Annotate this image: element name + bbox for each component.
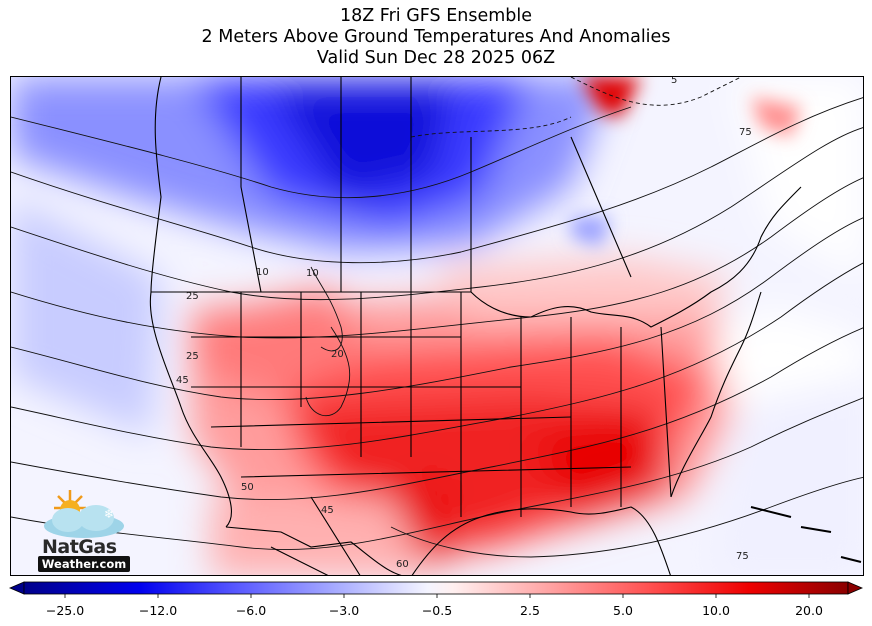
colorbar-tick-label: −25.0 (45, 603, 85, 618)
map-panel: 5 10 10 25 25 20 45 45 60 50 75 75 (10, 76, 864, 576)
logo-sub: Weather.com (38, 556, 130, 572)
contour-labels: 5 10 10 25 25 20 45 45 60 50 75 75 (176, 77, 752, 570)
colorbar-min-arrow (8, 581, 25, 595)
temperature-contours (11, 77, 863, 558)
colorbar-gradient (23, 581, 849, 595)
anomaly-field (11, 77, 863, 575)
sun-cloud-icon: ❄ (44, 490, 124, 538)
contour-label: 45 (321, 505, 334, 516)
contour-label: 10 (306, 268, 319, 279)
colorbar: −25.0 −12.0 −6.0 −3.0 −0.5 2.5 5.0 10.0 … (0, 578, 872, 626)
contour-label: 50 (241, 482, 254, 493)
logo-brand: NatGas (42, 536, 117, 558)
contour-label: 60 (396, 559, 409, 570)
contour-label: 45 (176, 375, 189, 386)
contour-label: 20 (331, 349, 344, 360)
contour-label: 25 (186, 351, 199, 362)
colorbar-tick-label: −12.0 (138, 603, 178, 618)
political-boundaries (149, 77, 862, 575)
colorbar-tick-label: −3.0 (328, 603, 360, 618)
colorbar-tick-label: 10.0 (702, 603, 730, 618)
title-line-2: 2 Meters Above Ground Temperatures And A… (201, 27, 671, 47)
contour-label: 25 (186, 291, 199, 302)
contour-label: 75 (739, 127, 752, 138)
colorbar-max-arrow (847, 581, 864, 595)
anomaly-map: 5 10 10 25 25 20 45 45 60 50 75 75 (11, 77, 863, 575)
title-line-3: Valid Sun Dec 28 2025 06Z (316, 48, 556, 68)
natgas-weather-logo: ❄ NatGas Weather.com (34, 488, 134, 572)
contour-label: 75 (736, 551, 749, 562)
contour-label: 10 (256, 267, 269, 278)
colorbar-tick-label: 5.0 (613, 603, 633, 618)
map-title: 18Z Fri GFS Ensemble 2 Meters Above Grou… (0, 6, 872, 69)
svg-text:❄: ❄ (104, 507, 114, 521)
title-line-1: 18Z Fri GFS Ensemble (339, 6, 533, 26)
colorbar-tick-label: −0.5 (421, 603, 453, 618)
colorbar-tick-label: 2.5 (520, 603, 540, 618)
contour-label: 5 (671, 77, 677, 86)
colorbar-scale (8, 581, 864, 598)
colorbar-tick-label: −6.0 (235, 603, 267, 618)
colorbar-tick-label: 20.0 (795, 603, 823, 618)
